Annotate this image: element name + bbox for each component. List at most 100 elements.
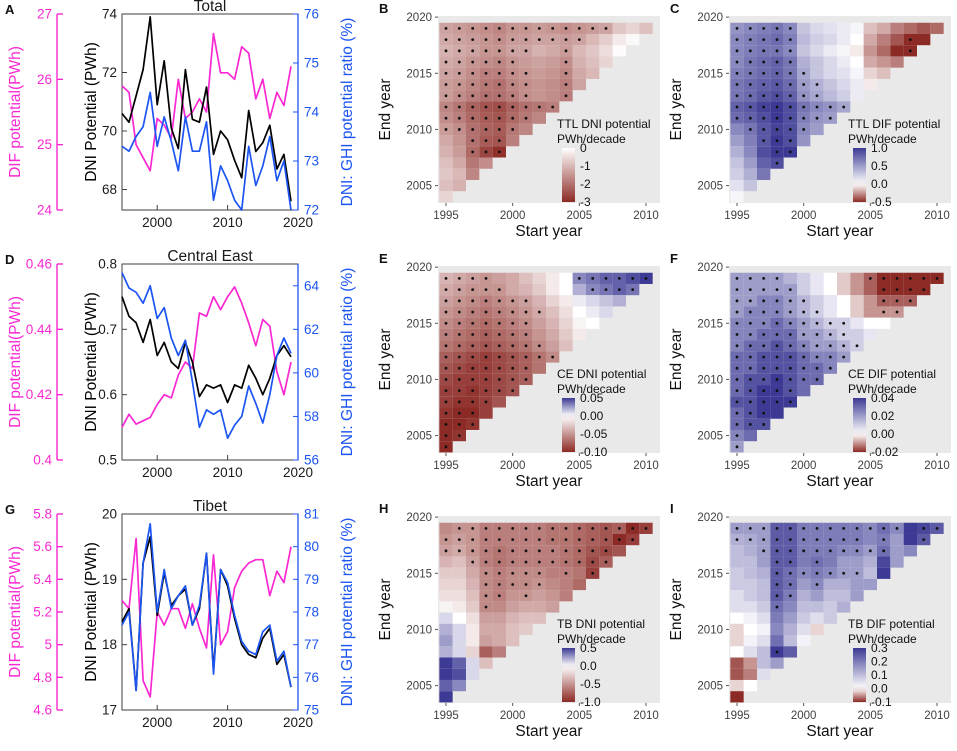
legend-tick-label: -2 [580, 177, 591, 191]
chart-svg-A: A Total 2000 2010 2020 68 70 72 74 DNI Potential … [5, 0, 356, 230]
legend-tick-label: 0.02 [871, 409, 895, 423]
y-tick-label: 2005 [406, 681, 432, 693]
panel-g-tibet-line-chart: G Tibet 2000 2010 2020 17 18 19 20 DNI Potential … [0, 500, 374, 751]
legend-tick-label: -0.02 [871, 445, 899, 459]
dif-tick-label: 0.42 [26, 387, 52, 402]
legend-tick-label: 1.0 [871, 141, 888, 155]
x-axis-label: Start year [515, 473, 582, 490]
legend-tick-label: -0.5 [871, 195, 892, 209]
chart-svg-B: B 2005 2010 2015 2020 End year 1995 2000 2005 201… [377, 1, 660, 240]
series-DNI-GHI-ratio [121, 522, 292, 692]
legend-colorbar [562, 398, 575, 452]
dif-tick-label: 5.4 [33, 572, 52, 587]
dni-tick-label: 0.7 [98, 322, 117, 337]
legend-tick-label: -0.10 [580, 445, 608, 459]
ratio-axis-label: DNI: GHI potential ratio (%) [339, 18, 356, 207]
legend-tick-label: -1.0 [580, 695, 601, 709]
legend-title-line2: PWh/decade [557, 632, 626, 646]
dif-tick-label: 4.6 [33, 703, 52, 718]
ratio-tick-label: 64 [304, 278, 320, 293]
dif-axis: 0.4 0.42 0.44 0.46 [26, 257, 63, 468]
dif-tick-label: 5.6 [33, 539, 52, 554]
y-tick-label: 2015 [406, 68, 432, 80]
panel-h-tb-dni-heatmap: H 2005 2010 2015 2020 End year 1995 2000 2005 201… [374, 500, 665, 751]
y-tick-label: 2010 [406, 124, 432, 136]
legend-tick-label: -1 [580, 159, 591, 173]
legend-colorbar [562, 148, 575, 202]
ratio-tick-label: 58 [304, 409, 319, 424]
chart-svg-I: I 2005 2010 2015 2020 End year 1995 2000 2005 201… [668, 501, 951, 740]
dif-tick-label: 0.4 [33, 453, 52, 468]
dif-tick-label: 5 [44, 637, 52, 652]
y-tick-label: 2010 [697, 374, 723, 386]
dni-tick-label: 0.5 [98, 453, 117, 468]
chart-svg-C: C 2005 2010 2015 2020 End year 1995 2000 2005 201… [668, 1, 951, 240]
y-axis-label: End year [668, 578, 685, 640]
panel-e-ce-dni-heatmap: E 2005 2010 2015 2020 End year 1995 2000 2005 201… [374, 250, 665, 500]
dif-tick-label: 27 [37, 7, 52, 22]
y-tick-label: 2020 [406, 512, 432, 524]
x-axis-label: Start year [515, 223, 582, 240]
series-DNI-potential [121, 16, 292, 202]
x-tick-label: 2005 [567, 710, 593, 722]
legend-tick-label: 0.1 [871, 668, 888, 682]
y-tick-label: 2015 [697, 318, 723, 330]
x-axis: 1995 2000 2005 2010 [433, 703, 659, 722]
x-axis: 1995 2000 2005 2010 [724, 703, 950, 722]
y-tick-label: 2010 [406, 374, 432, 386]
y-axis-label: End year [377, 578, 394, 640]
y-tick-label: 2020 [406, 12, 432, 24]
chart-svg-E: E 2005 2010 2015 2020 End year 1995 2000 2005 201… [377, 251, 660, 490]
legend-tick-label: -3 [580, 195, 591, 209]
x-tick-label: 1995 [433, 710, 459, 722]
y-axis-label: End year [377, 78, 394, 140]
x-axis: 1995 2000 2005 2010 [433, 453, 659, 472]
legend-tick-label: -0.05 [580, 427, 608, 441]
chart-title: Central East [167, 250, 253, 265]
dni-tick-label: 0.6 [98, 387, 117, 402]
chart-title: Tibet [193, 500, 228, 515]
dif-tick-label: 4.8 [33, 670, 52, 685]
ratio-tick-label: 79 [304, 572, 319, 587]
legend-tick-label: 0.5 [580, 641, 597, 655]
legend-title-line2: PWh/decade [848, 382, 917, 396]
plot-box [121, 263, 299, 461]
y-axis: 2005 2010 2015 2020 [406, 12, 438, 193]
x-tick-label: 1995 [724, 710, 750, 722]
legend-colorbar [853, 398, 866, 452]
y-axis-label: End year [668, 328, 685, 390]
significance-dots [444, 526, 648, 609]
y-axis-label: End year [668, 78, 685, 140]
x-tick-label: 1995 [433, 460, 459, 472]
panel-letter: E [379, 251, 388, 266]
dni-tick-label: 72 [102, 65, 117, 80]
legend-tick-label: -0.5 [580, 677, 601, 691]
dif-axis-label: DIF potential(PWh) [7, 546, 24, 678]
dni-axis: 17 18 19 20 [102, 507, 127, 718]
dni-tick-label: 68 [102, 182, 117, 197]
panel-c-ttl-dif-heatmap: C 2005 2010 2015 2020 End year 1995 2000 2005 201… [665, 0, 957, 250]
series-DNI-GHI-ratio [121, 272, 292, 440]
legend-tick-label: 0.05 [580, 391, 604, 405]
ratio-axis: 56 58 60 62 64 [293, 264, 320, 468]
dni-axis: 0.5 0.6 0.7 0.8 [98, 257, 127, 468]
panel-a-total-line-chart: A Total 2000 2010 2020 68 70 72 74 DNI Potential … [0, 0, 374, 250]
legend-tick-label: 0.04 [871, 391, 895, 405]
x-tick-label: 2010 [924, 460, 950, 472]
x-tick-label: 2000 [791, 210, 817, 222]
legend-title-line1: TB DNI potential [557, 617, 645, 631]
x-tick-label: 2010 [633, 210, 659, 222]
x-axis: 1995 2000 2005 2010 [724, 203, 950, 222]
ratio-tick-label: 78 [304, 605, 319, 620]
legend-colorbar [853, 648, 866, 702]
y-tick-label: 2015 [697, 568, 723, 580]
y-tick-label: 2005 [697, 181, 723, 193]
legend-tick-label: 0.00 [580, 409, 604, 423]
panel-d-central-east-line-chart: D Central East 2000 2010 2020 0.5 0.6 0.7 0.8 DNI… [0, 250, 374, 500]
dni-axis-label: DNI Potential (PWh) [83, 542, 100, 682]
dif-tick-label: 26 [37, 72, 52, 87]
ratio-tick-label: 56 [304, 453, 319, 468]
